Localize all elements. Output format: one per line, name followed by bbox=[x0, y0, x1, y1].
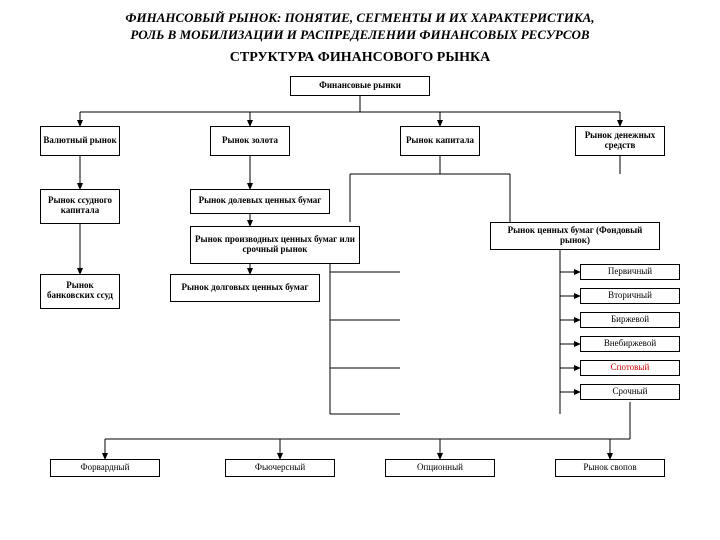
node-svopov: Рынок свопов bbox=[555, 459, 665, 477]
node-fyuchers: Фьючерсный bbox=[225, 459, 335, 477]
main-title: ФИНАНСОВЫЙ РЫНОК: ПОНЯТИЕ, СЕГМЕНТЫ И ИХ… bbox=[20, 10, 700, 44]
node-spotovy: Спотовый bbox=[580, 360, 680, 376]
node-proizvodnye: Рынок производных ценных бумаг или срочн… bbox=[190, 226, 360, 264]
node-denezh: Рынок денежных средств bbox=[575, 126, 665, 156]
node-ssudny: Рынок ссудного капитала bbox=[40, 189, 120, 224]
node-opcion: Опционный bbox=[385, 459, 495, 477]
node-srochny: Срочный bbox=[580, 384, 680, 400]
subtitle: СТРУКТУРА ФИНАНСОВОГО РЫНКА bbox=[20, 50, 700, 66]
node-forward: Форвардный bbox=[50, 459, 160, 477]
node-valuta: Валютный рынок bbox=[40, 126, 120, 156]
node-vnebirzh: Внебиржевой bbox=[580, 336, 680, 352]
node-bankssud: Рынок банковских ссуд bbox=[40, 274, 120, 309]
node-dolgovye: Рынок долговых ценных бумаг bbox=[170, 274, 320, 302]
node-kapital: Рынок капитала bbox=[400, 126, 480, 156]
node-fondovy: Рынок ценных бумаг (Фондовый рынок) bbox=[490, 222, 660, 250]
node-vtorich: Вторичный bbox=[580, 288, 680, 304]
node-birzh: Биржевой bbox=[580, 312, 680, 328]
node-zoloto: Рынок золота bbox=[210, 126, 290, 156]
flowchart-diagram: Финансовые рынки Валютный рынок Рынок зо… bbox=[20, 74, 700, 504]
node-root: Финансовые рынки bbox=[290, 76, 430, 96]
node-dolevye: Рынок долевых ценных бумаг bbox=[190, 189, 330, 214]
node-pervich: Первичный bbox=[580, 264, 680, 280]
